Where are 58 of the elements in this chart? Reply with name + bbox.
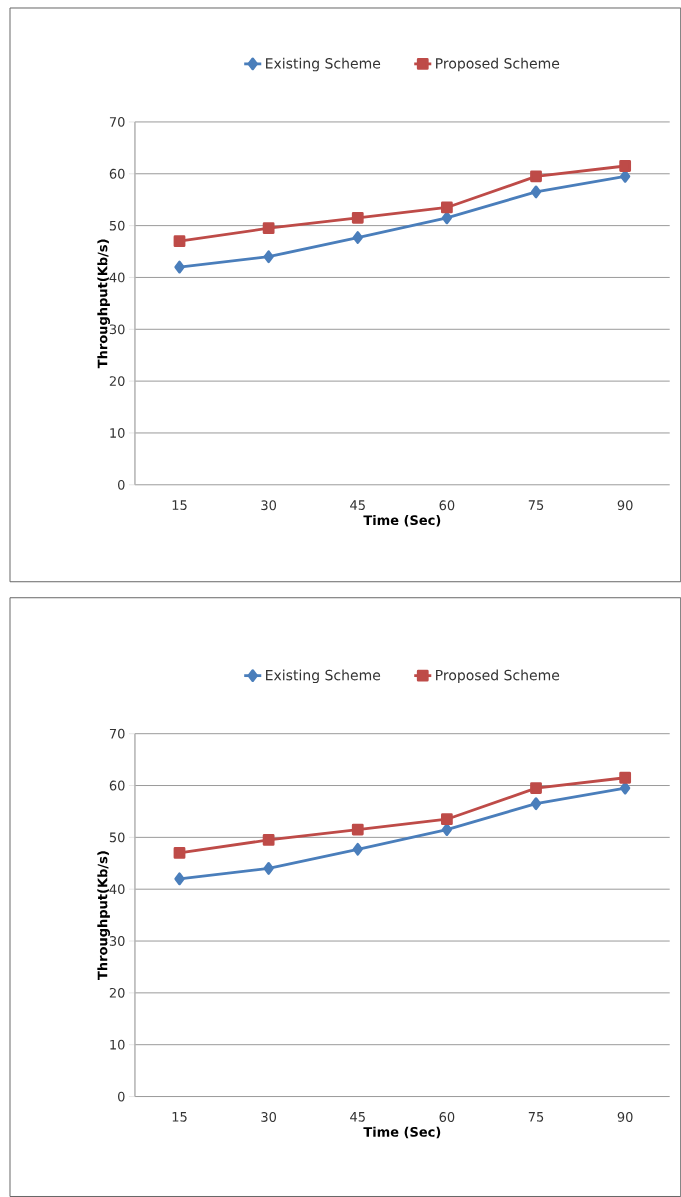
legend-label: Proposed Scheme bbox=[435, 669, 560, 684]
y-tick-label: 10 bbox=[110, 428, 125, 438]
point bbox=[440, 813, 453, 826]
point bbox=[262, 834, 275, 846]
x-tick-label: 60 bbox=[439, 1112, 455, 1122]
legend-label: Existing Scheme bbox=[265, 669, 381, 684]
y-tick-label: 30 bbox=[109, 324, 125, 335]
y-tick-label: 50 bbox=[109, 220, 125, 231]
point bbox=[263, 862, 274, 875]
y-tick-label: 20 bbox=[109, 987, 125, 998]
point bbox=[530, 797, 542, 811]
y-axis-title: Throughput(Kb/s) bbox=[97, 851, 110, 980]
x-axis-title: Time (Sec) bbox=[363, 1126, 441, 1139]
x-tick-label: 30 bbox=[261, 500, 276, 511]
point bbox=[351, 211, 364, 224]
x-tick-label: 75 bbox=[528, 1112, 544, 1122]
x-tick-label: 75 bbox=[528, 500, 544, 510]
point bbox=[351, 823, 364, 836]
point bbox=[352, 842, 363, 856]
y-tick-label: 40 bbox=[109, 272, 125, 283]
point bbox=[173, 235, 186, 248]
y-tick-label: 60 bbox=[109, 168, 125, 179]
point bbox=[440, 201, 453, 214]
y-tick-label: 20 bbox=[109, 376, 125, 387]
legend-label: Existing Scheme bbox=[265, 57, 381, 72]
point bbox=[530, 170, 542, 183]
point bbox=[619, 771, 631, 784]
y-axis-title: Throughput(Kb/s) bbox=[97, 239, 110, 369]
x-tick-label: 90 bbox=[617, 500, 633, 511]
y-tick-label: 70 bbox=[109, 117, 125, 127]
legend-label: Proposed Scheme bbox=[435, 57, 560, 72]
point bbox=[263, 250, 274, 264]
point bbox=[174, 260, 185, 274]
y-tick-label: 30 bbox=[109, 936, 125, 946]
y-tick-label: 40 bbox=[109, 884, 125, 895]
point bbox=[441, 211, 452, 225]
point bbox=[619, 160, 631, 172]
x-tick-label: 30 bbox=[261, 1112, 276, 1122]
y-tick-label: 0 bbox=[117, 479, 125, 490]
x-tick-label: 15 bbox=[172, 500, 187, 510]
x-tick-label: 15 bbox=[172, 1112, 187, 1122]
y-tick-label: 50 bbox=[109, 832, 125, 843]
point bbox=[174, 872, 185, 886]
point bbox=[352, 231, 363, 244]
x-tick-label: 90 bbox=[617, 1112, 633, 1122]
point bbox=[530, 782, 542, 795]
y-tick-label: 70 bbox=[109, 728, 125, 739]
y-tick-label: 0 bbox=[117, 1091, 125, 1102]
x-tick-label: 45 bbox=[350, 1112, 365, 1122]
point bbox=[619, 781, 631, 795]
point bbox=[173, 847, 186, 859]
y-tick-label: 60 bbox=[109, 780, 125, 791]
point bbox=[530, 185, 542, 199]
y-tick-label: 10 bbox=[110, 1039, 125, 1050]
point bbox=[262, 222, 275, 235]
x-axis-title: Time (Sec) bbox=[363, 515, 441, 527]
x-tick-label: 45 bbox=[350, 500, 365, 510]
x-tick-label: 60 bbox=[439, 500, 455, 511]
